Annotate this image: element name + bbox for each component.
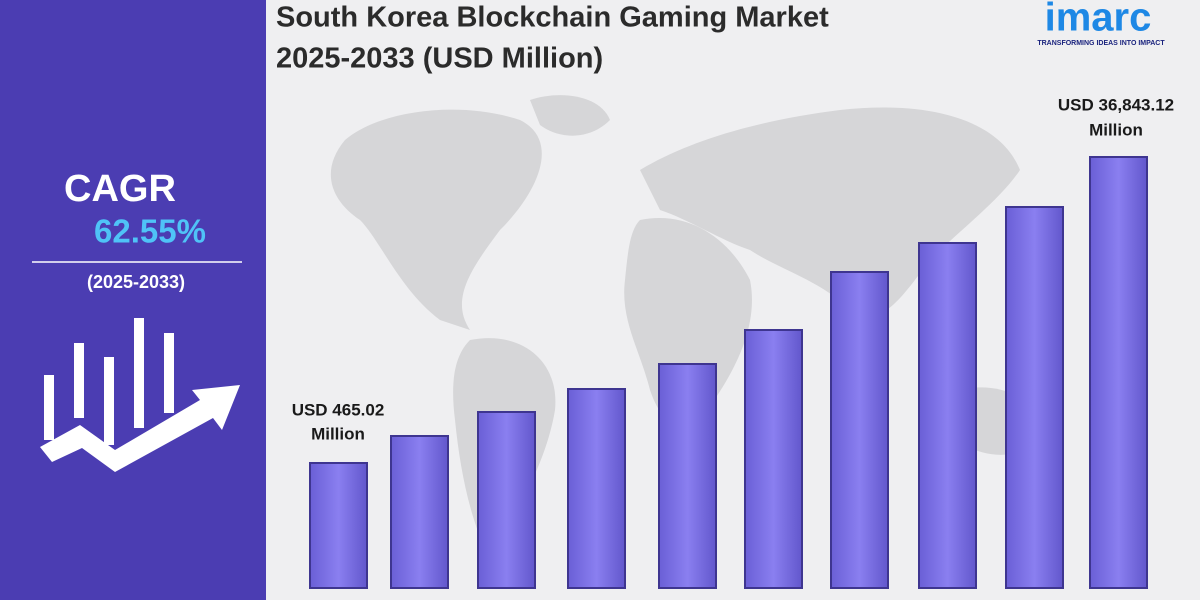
title-line-1: South Korea Blockchain Gaming Market	[276, 2, 829, 34]
end-callout: Million	[1089, 120, 1143, 139]
cagr-label: CAGR	[64, 168, 176, 210]
side-panel	[0, 0, 266, 600]
logo: imarc	[1045, 0, 1152, 40]
title-line-2: 2025-2033 (USD Million)	[276, 43, 603, 75]
growth-icon	[40, 318, 240, 472]
logo-tagline: TRANSFORMING IDEAS INTO IMPACT	[1037, 40, 1165, 47]
start-callout: Million	[311, 424, 365, 443]
cagr-period: (2025-2033)	[87, 272, 185, 292]
end-callout: USD 36,843.12	[1058, 95, 1174, 114]
start-callout: USD 465.02	[292, 400, 385, 419]
bars	[309, 156, 1148, 589]
cagr-value: 62.55%	[94, 213, 206, 250]
